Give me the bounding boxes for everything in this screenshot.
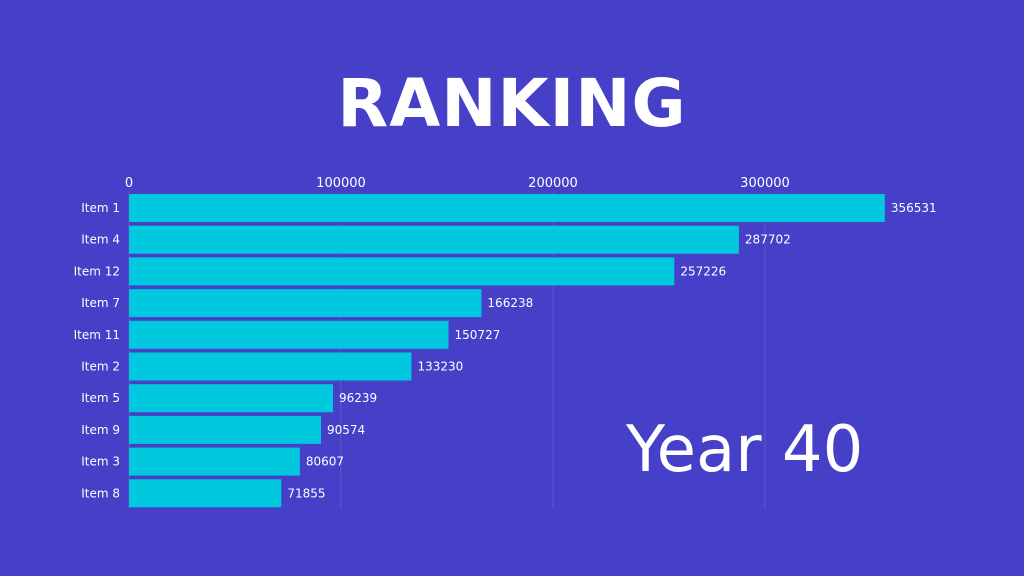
chart-title: RANKING <box>337 65 687 142</box>
category-label: Item 8 <box>81 486 120 500</box>
category-label: Item 7 <box>81 296 120 310</box>
x-tick-label: 300000 <box>740 176 790 191</box>
year-annotation: Year 40 <box>626 413 864 487</box>
value-label: 166238 <box>487 296 533 310</box>
bar <box>129 352 412 381</box>
value-label: 90574 <box>327 423 365 437</box>
category-label: Item 3 <box>81 455 120 469</box>
bar <box>129 384 334 413</box>
category-label: Item 5 <box>81 391 120 405</box>
category-labels: Item 1 Item 4 Item 12 Item 7 Item 11 Item 2 It… <box>74 201 120 500</box>
bars <box>129 194 885 508</box>
bar <box>129 447 300 476</box>
x-tick-label: 100000 <box>316 176 366 191</box>
category-label: Item 4 <box>81 233 120 247</box>
bar <box>129 479 282 508</box>
category-label: Item 9 <box>81 423 120 437</box>
value-label: 133230 <box>417 360 463 374</box>
x-axis-ticks: 0 100000 200000 300000 <box>125 176 790 191</box>
value-label: 96239 <box>339 391 377 405</box>
value-label: 287702 <box>745 233 791 247</box>
value-label: 257226 <box>680 264 726 278</box>
category-label: Item 12 <box>74 264 120 278</box>
x-tick-label: 200000 <box>528 176 578 191</box>
bar <box>129 415 322 444</box>
x-tick-label: 0 <box>125 176 133 191</box>
category-label: Item 1 <box>81 201 120 215</box>
value-label: 71855 <box>287 486 325 500</box>
bar <box>129 289 482 318</box>
category-label: Item 2 <box>81 360 120 374</box>
category-label: Item 11 <box>74 328 120 342</box>
value-label: 356531 <box>891 201 937 215</box>
bar <box>129 194 885 222</box>
bar <box>129 257 675 286</box>
value-label: 80607 <box>306 455 344 469</box>
value-label: 150727 <box>455 328 501 342</box>
bar <box>129 320 449 349</box>
value-labels: 356531 287702 257226 166238 150727 133230 9623… <box>287 201 936 500</box>
bar <box>129 225 739 254</box>
